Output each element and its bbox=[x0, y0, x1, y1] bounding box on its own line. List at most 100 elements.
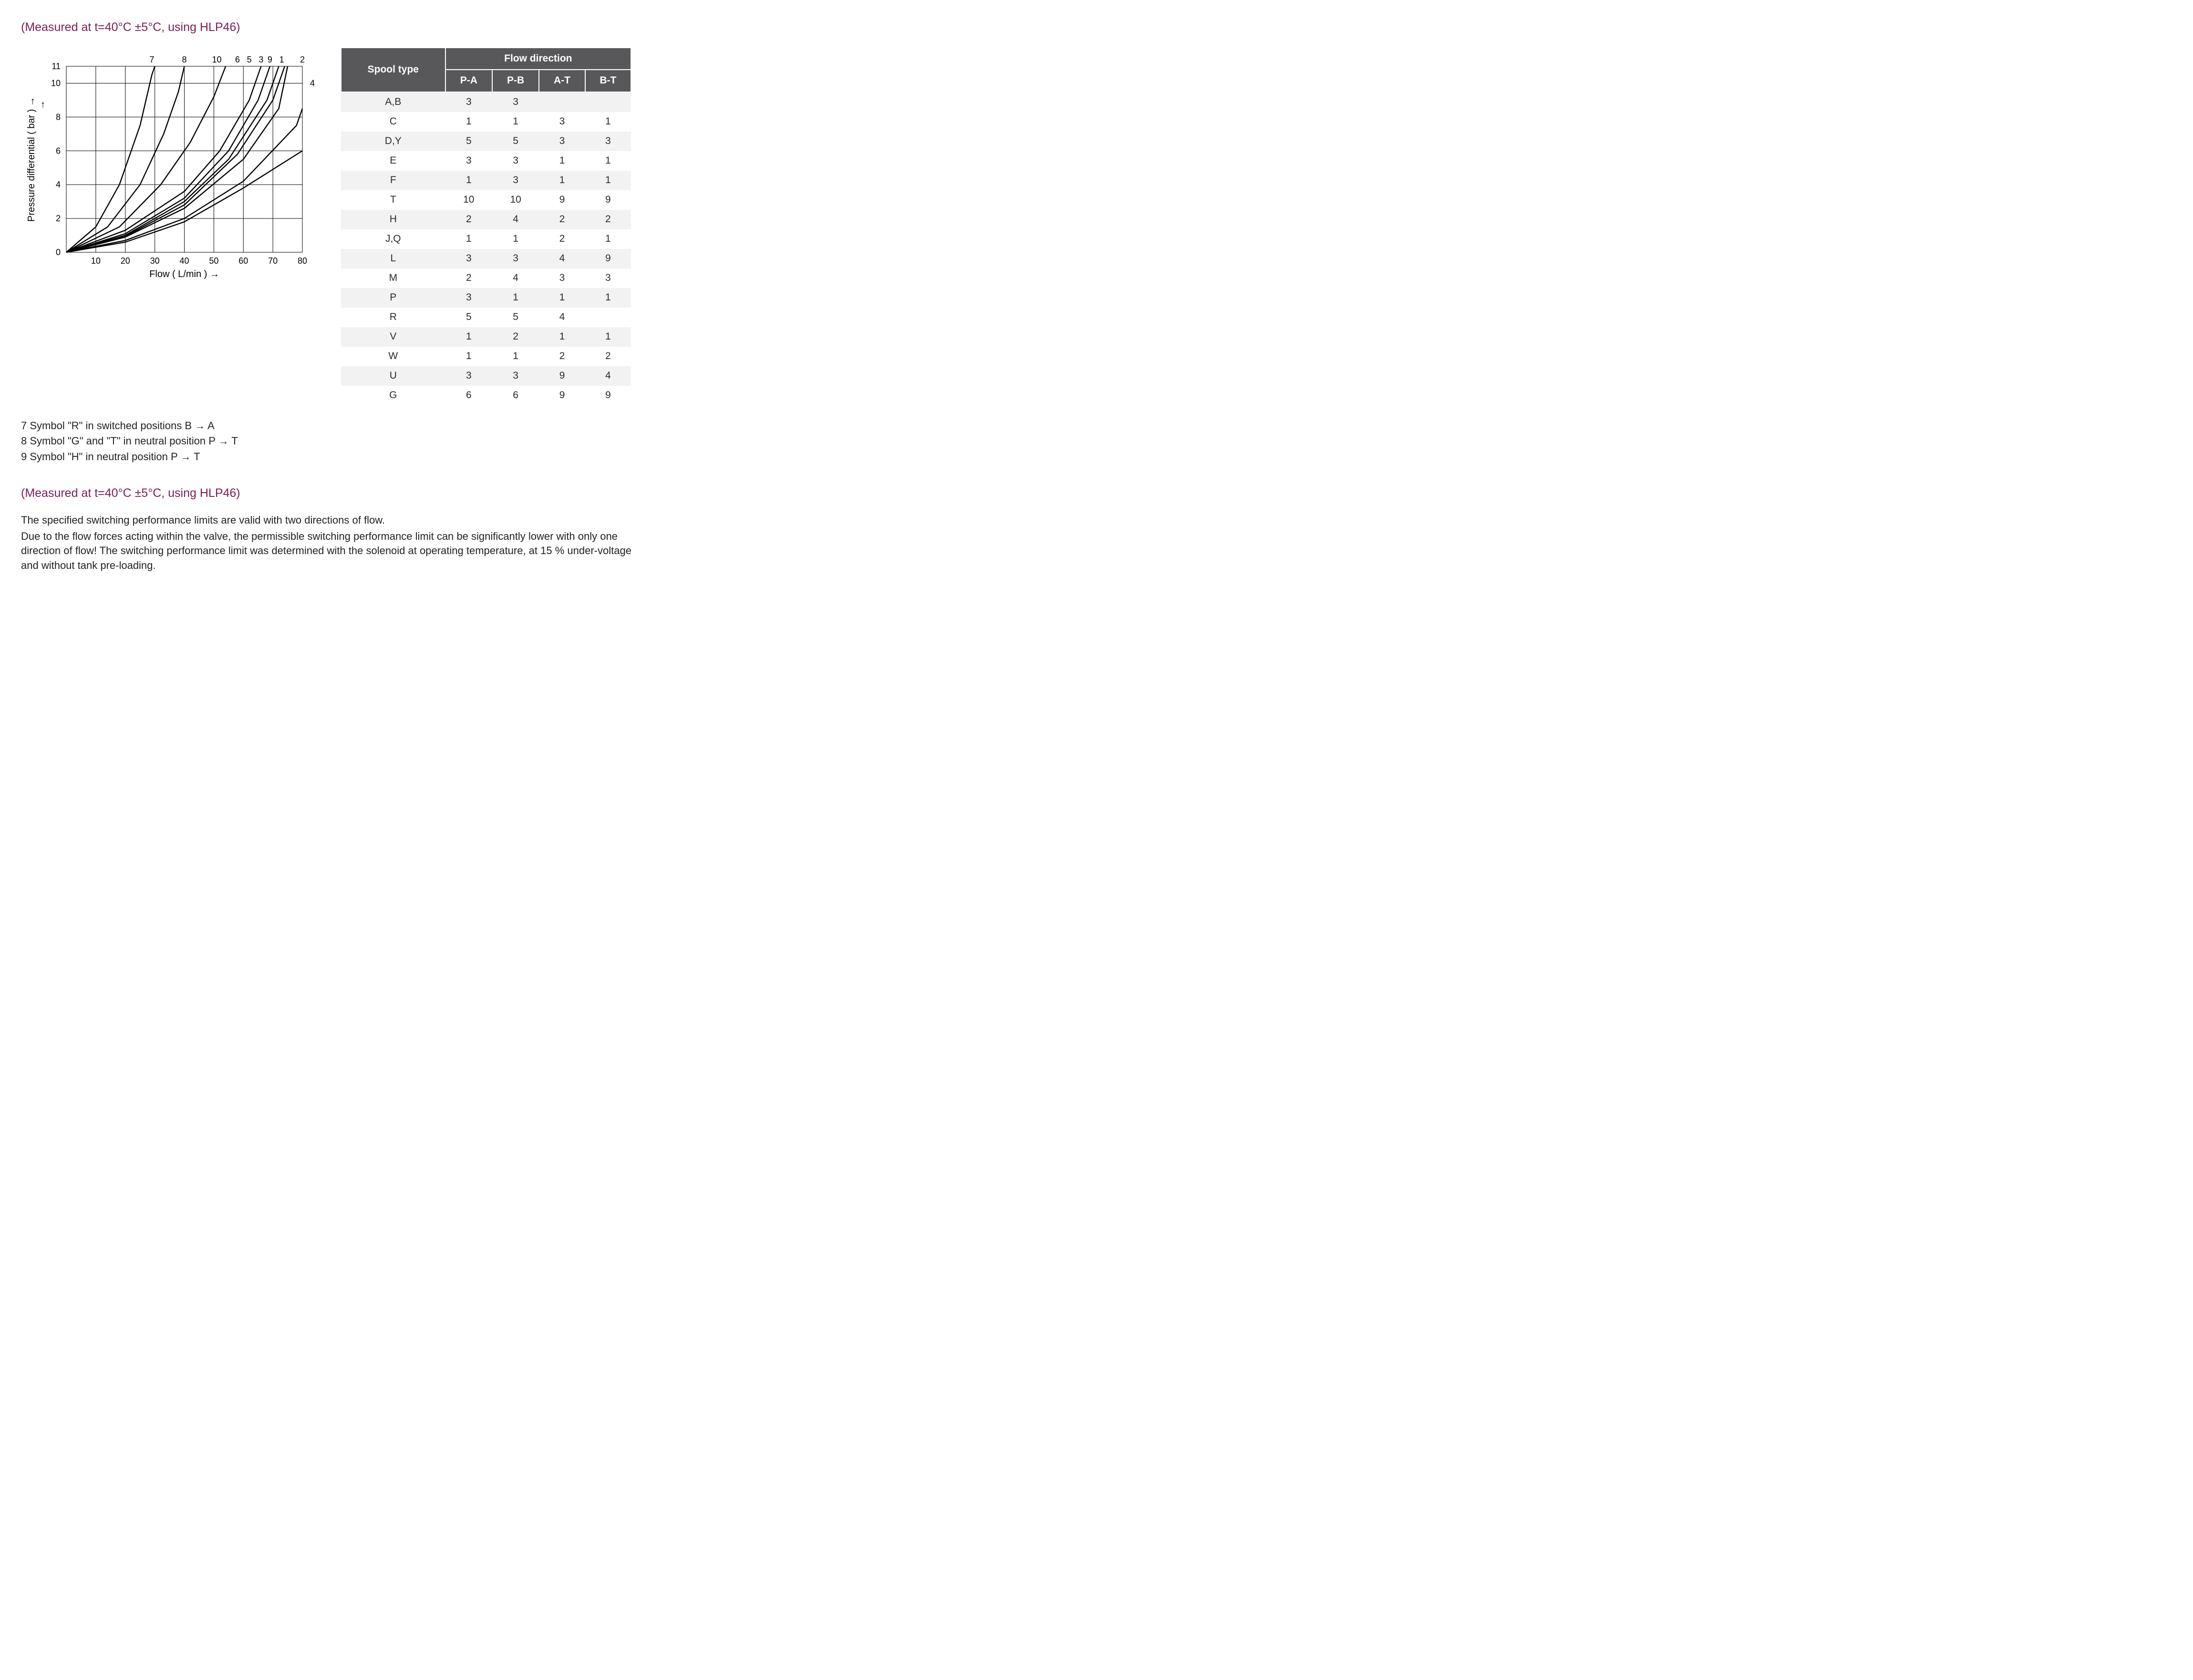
svg-text:1: 1 bbox=[279, 55, 284, 64]
table-cell: 1 bbox=[492, 347, 539, 366]
table-cell: D,Y bbox=[341, 132, 445, 151]
svg-text:50: 50 bbox=[209, 256, 218, 266]
table-cell: 1 bbox=[492, 288, 539, 308]
table-cell: 9 bbox=[539, 190, 585, 210]
table-cell: 3 bbox=[492, 366, 539, 386]
table-row: G6699 bbox=[341, 386, 631, 405]
table-cell: 1 bbox=[445, 229, 492, 249]
table-row: R554 bbox=[341, 308, 631, 327]
svg-text:8: 8 bbox=[56, 112, 61, 122]
spool-type-table: Spool type Flow direction P-A P-B A-T B-… bbox=[341, 47, 631, 405]
table-cell: 6 bbox=[445, 386, 492, 405]
table-cell: C bbox=[341, 112, 445, 132]
svg-text:10: 10 bbox=[91, 256, 101, 266]
svg-text:Flow ( L/min ) →: Flow ( L/min ) → bbox=[149, 269, 219, 279]
col-header-pa: P-A bbox=[445, 70, 492, 92]
table-cell: 3 bbox=[492, 92, 539, 112]
table-cell: 3 bbox=[445, 151, 492, 171]
table-cell: P bbox=[341, 288, 445, 308]
table-row: D,Y5533 bbox=[341, 132, 631, 151]
col-header-bt: B-T bbox=[585, 70, 631, 92]
table-cell: 9 bbox=[585, 190, 631, 210]
svg-text:0: 0 bbox=[56, 247, 61, 257]
table-cell: 1 bbox=[445, 112, 492, 132]
svg-text:6: 6 bbox=[235, 55, 240, 64]
svg-text:7: 7 bbox=[149, 55, 154, 64]
col-header-pb: P-B bbox=[492, 70, 539, 92]
table-cell: 9 bbox=[585, 386, 631, 405]
svg-text:40: 40 bbox=[179, 256, 189, 266]
table-cell: 1 bbox=[539, 327, 585, 347]
table-cell: 2 bbox=[585, 210, 631, 229]
table-cell: 3 bbox=[445, 366, 492, 386]
table-cell: 10 bbox=[492, 190, 539, 210]
footnote-8: 8 Symbol "G" and "T" in neutral position… bbox=[21, 434, 631, 448]
svg-text:4: 4 bbox=[310, 78, 315, 88]
table-cell: 3 bbox=[445, 92, 492, 112]
svg-text:5: 5 bbox=[247, 55, 252, 64]
col-header-at: A-T bbox=[539, 70, 585, 92]
table-cell: 1 bbox=[539, 171, 585, 190]
table-cell: 2 bbox=[539, 347, 585, 366]
table-cell: 5 bbox=[445, 132, 492, 151]
table-cell: 2 bbox=[445, 210, 492, 229]
table-cell: 3 bbox=[492, 151, 539, 171]
table-row: P3111 bbox=[341, 288, 631, 308]
table-cell: 1 bbox=[492, 229, 539, 249]
table-cell: 5 bbox=[492, 308, 539, 327]
table-cell: 3 bbox=[539, 132, 585, 151]
table-cell: G bbox=[341, 386, 445, 405]
table-cell: L bbox=[341, 249, 445, 268]
svg-text:2: 2 bbox=[56, 214, 61, 223]
svg-text:↑: ↑ bbox=[41, 99, 45, 110]
table-cell: 3 bbox=[585, 132, 631, 151]
table-cell: 1 bbox=[585, 151, 631, 171]
table-cell: H bbox=[341, 210, 445, 229]
table-cell: 4 bbox=[539, 308, 585, 327]
table-cell bbox=[585, 92, 631, 112]
table-cell: 1 bbox=[492, 112, 539, 132]
svg-text:70: 70 bbox=[268, 256, 278, 266]
table-row: W1122 bbox=[341, 347, 631, 366]
table-cell: 1 bbox=[445, 327, 492, 347]
spool-type-table-container: Spool type Flow direction P-A P-B A-T B-… bbox=[341, 47, 631, 405]
footnote-7: 7 Symbol "R" in switched positions B → A bbox=[21, 419, 631, 433]
table-cell: 1 bbox=[585, 327, 631, 347]
svg-text:6: 6 bbox=[56, 146, 61, 155]
table-cell: 1 bbox=[585, 229, 631, 249]
table-cell: T bbox=[341, 190, 445, 210]
svg-text:2: 2 bbox=[300, 55, 305, 64]
table-cell: 1 bbox=[539, 288, 585, 308]
table-cell: U bbox=[341, 366, 445, 386]
table-cell: 6 bbox=[492, 386, 539, 405]
svg-text:10: 10 bbox=[212, 55, 222, 64]
table-cell: 10 bbox=[445, 190, 492, 210]
table-row: A,B33 bbox=[341, 92, 631, 112]
table-row: T101099 bbox=[341, 190, 631, 210]
col-header-flow-direction: Flow direction bbox=[445, 48, 631, 70]
curve-footnotes: 7 Symbol "R" in switched positions B → A… bbox=[21, 419, 631, 464]
table-cell: 4 bbox=[492, 210, 539, 229]
table-cell: 2 bbox=[445, 268, 492, 288]
table-row: C1131 bbox=[341, 112, 631, 132]
paragraph-line-2: Due to the flow forces acting within the… bbox=[21, 529, 631, 573]
table-cell: 5 bbox=[492, 132, 539, 151]
footnote-9: 9 Symbol "H" in neutral position P → T bbox=[21, 450, 631, 464]
table-cell: 3 bbox=[585, 268, 631, 288]
table-cell: 9 bbox=[539, 386, 585, 405]
table-cell: 2 bbox=[585, 347, 631, 366]
table-row: L3349 bbox=[341, 249, 631, 268]
table-cell: 3 bbox=[539, 268, 585, 288]
table-cell: 2 bbox=[539, 210, 585, 229]
table-row: F1311 bbox=[341, 171, 631, 190]
switching-performance-paragraph: The specified switching performance limi… bbox=[21, 513, 631, 573]
svg-text:Pressure differential ( bar: Pressure differential ( bar ) → bbox=[26, 97, 37, 222]
svg-text:10: 10 bbox=[51, 78, 61, 88]
table-cell: R bbox=[341, 308, 445, 327]
table-cell: M bbox=[341, 268, 445, 288]
table-row: M2433 bbox=[341, 268, 631, 288]
table-cell: 2 bbox=[492, 327, 539, 347]
table-cell: 4 bbox=[585, 366, 631, 386]
col-header-spool: Spool type bbox=[341, 48, 445, 93]
table-row: U3394 bbox=[341, 366, 631, 386]
